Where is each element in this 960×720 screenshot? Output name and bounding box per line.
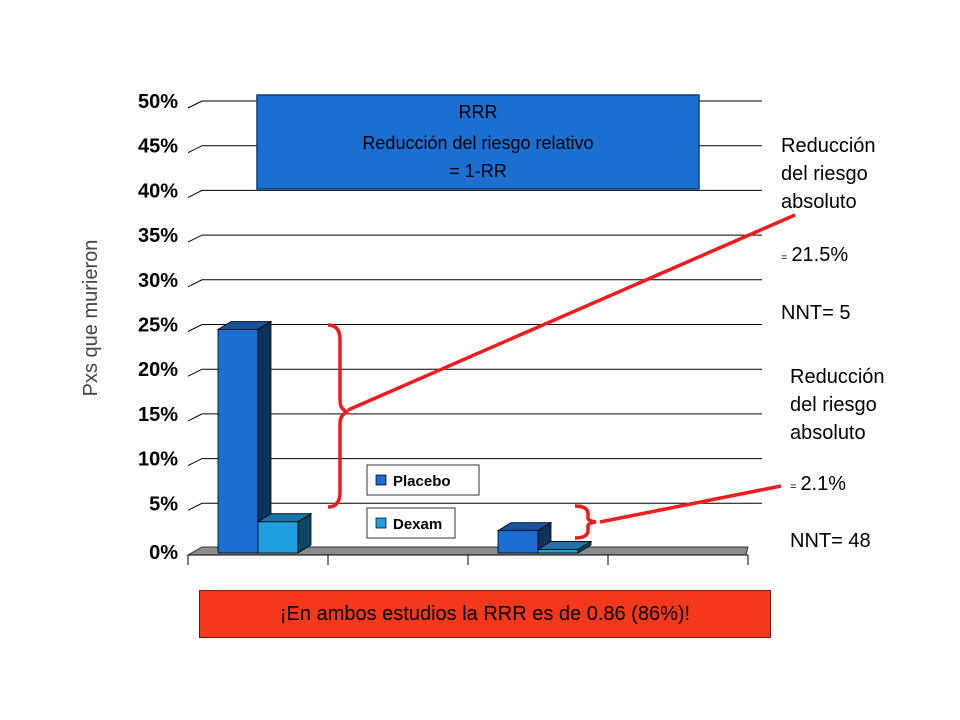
y-tick-label: 10% [138,449,178,471]
annotation-study1-heading: Reducción del riesgo absoluto [781,132,876,216]
legend-label-placebo: Placebo [393,473,451,490]
y-tick-label: 15% [138,404,178,426]
arrow-line-study2 [599,484,782,524]
legend-swatch-placebo [375,474,387,486]
y-tick-label: 0% [149,542,178,564]
rrr-box: RRR Reducción del riesgo relativo = 1-RR [256,94,700,190]
annotation-study2-number: 2.1% [800,473,847,495]
annotation-study1-eq: = [781,252,788,264]
chart-floor [186,546,749,565]
annotation-study1-line3: absoluto [781,191,857,213]
gridline [187,279,762,288]
rrr-title: RRR [459,102,498,122]
legend-placebo: Placebo [366,464,480,496]
annotation-study1-line2: del riesgo [781,163,868,185]
annotation-study1-nnt: NNT= 5 [781,302,851,324]
y-axis-label: Pxs que murieron [80,240,102,397]
legend-label-dexam: Dexam [393,516,442,533]
gridline [187,234,762,243]
bar-dexam-1 [256,512,313,554]
arrow-line-study1 [347,213,796,412]
annotation-study2-value: = 2.1% [790,473,846,496]
annotation-study1-value: = 21.5% [781,244,848,267]
annotation-study2-nnt: NNT= 48 [790,530,871,552]
annotation-study2-line3: absoluto [790,422,866,444]
y-tick-label: 35% [138,225,178,247]
annotation-study1-line1: Reducción [781,135,876,157]
brace-study1 [327,323,349,509]
y-tick-label: 25% [138,315,178,337]
y-axis-ticks: 0% 5% 10% 15% 20% 25% 30% 35% 40% 45% 50% [138,91,178,564]
legend-swatch-dexam [375,517,387,529]
y-tick-label: 20% [138,359,178,381]
bar-dexam-2 [536,540,593,554]
gridline [187,189,762,198]
bars [216,320,593,554]
conclusion-banner: ¡En ambos estudios la RRR es de 0.86 (86… [199,590,771,638]
y-tick-label: 40% [138,180,178,202]
annotation-study2-eq: = [790,481,797,493]
brace-study2 [574,504,597,540]
gridline [187,368,762,377]
bar-placebo-2 [496,521,553,554]
annotation-study2-line2: del riesgo [790,394,877,416]
y-tick-label: 50% [138,91,178,113]
rrr-description: Reducción del riesgo relativo [362,133,593,153]
gridline [187,458,762,467]
annotation-study2-heading: Reducción del riesgo absoluto [790,363,885,447]
gridline [187,502,762,511]
gridline [187,413,762,422]
bar-placebo-1 [216,320,273,554]
gridline [187,324,762,332]
rrr-formula: = 1-RR [449,161,507,181]
annotation-study1-number: 21.5% [791,244,849,266]
y-tick-label: 30% [138,270,178,292]
y-tick-label: 45% [138,136,178,158]
annotation-study2-line1: Reducción [790,366,885,388]
legend-dexam: Dexam [366,507,456,539]
y-tick-label: 5% [149,493,178,515]
